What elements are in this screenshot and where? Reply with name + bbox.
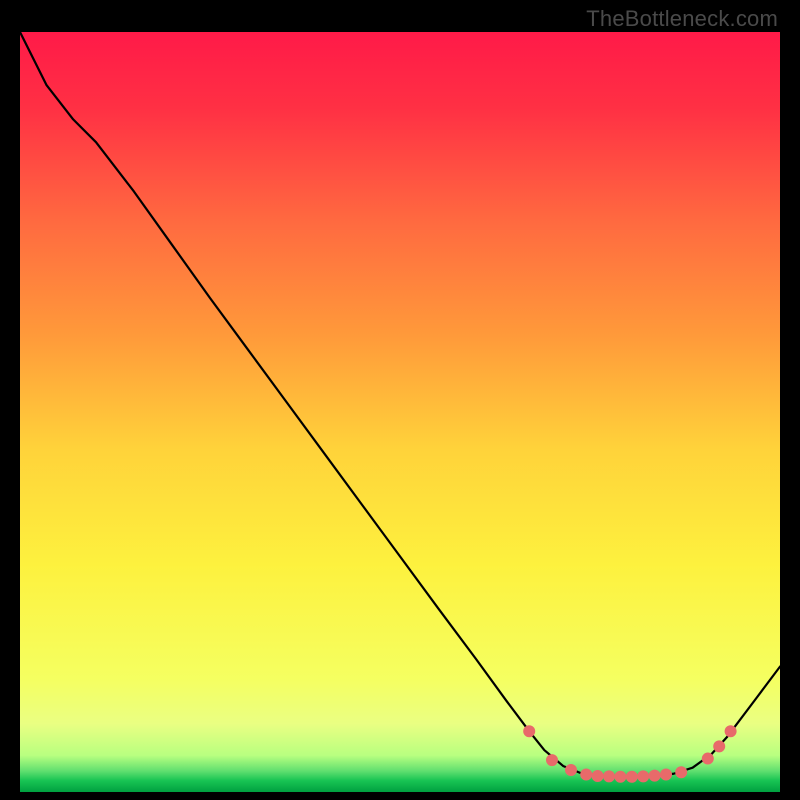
- gradient-background: [20, 32, 780, 792]
- plot-area: [20, 32, 780, 792]
- marker-point: [714, 741, 725, 752]
- marker-point: [566, 764, 577, 775]
- marker-point: [524, 726, 535, 737]
- marker-point: [547, 755, 558, 766]
- marker-point: [702, 753, 713, 764]
- marker-point: [604, 771, 615, 782]
- marker-point: [661, 769, 672, 780]
- chart-container: TheBottleneck.com: [0, 0, 800, 800]
- marker-point: [676, 767, 687, 778]
- watermark-text: TheBottleneck.com: [586, 6, 778, 32]
- marker-point: [626, 771, 637, 782]
- marker-point: [638, 771, 649, 782]
- plot-svg: [20, 32, 780, 792]
- marker-point: [725, 726, 736, 737]
- marker-point: [649, 770, 660, 781]
- marker-point: [615, 771, 626, 782]
- marker-point: [581, 769, 592, 780]
- marker-point: [592, 771, 603, 782]
